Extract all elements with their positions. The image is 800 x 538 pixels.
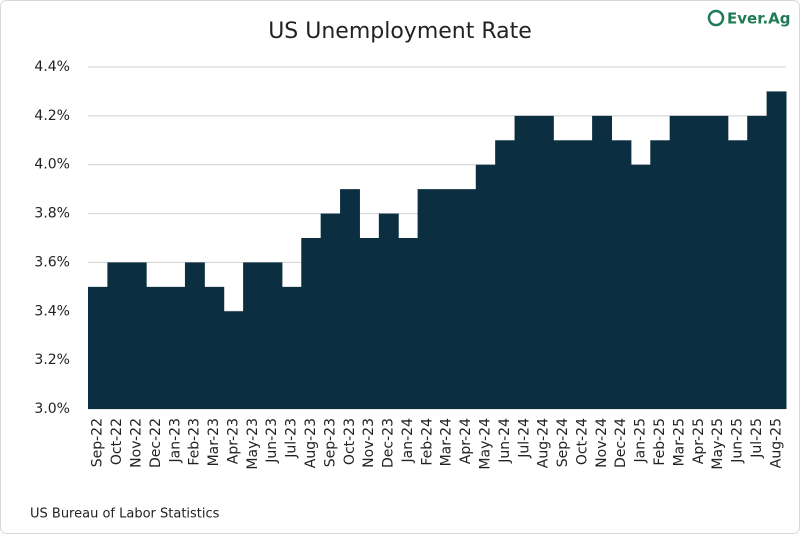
bar	[223, 311, 244, 409]
source: US Bureau of Labor Statistics	[30, 507, 220, 522]
bar	[495, 140, 516, 410]
logo: Ever.Ag	[707, 9, 791, 28]
bar	[475, 164, 496, 409]
bar	[747, 115, 768, 409]
x-tick-label: Apr-23	[225, 418, 241, 464]
bar	[456, 189, 477, 409]
y-tick-label: 4.0%	[34, 157, 70, 173]
x-tick-label: Jan-24	[400, 418, 416, 464]
x-tick-label: Oct-22	[109, 418, 125, 465]
x-tick-label: Feb-25	[652, 418, 668, 466]
chart-title: US Unemployment Rate	[268, 19, 532, 44]
bar	[437, 189, 457, 409]
bar	[320, 213, 341, 409]
bar	[184, 262, 205, 409]
x-tick-label: Jul-24	[516, 418, 532, 459]
bar	[243, 262, 263, 409]
bar	[592, 115, 612, 409]
x-tick-label: Feb-24	[419, 418, 435, 466]
x-tick-label: Feb-23	[187, 418, 203, 466]
x-tick-label: Oct-23	[342, 418, 358, 465]
x-tick-label: Mar-23	[206, 418, 222, 466]
x-tick-label: May-24	[477, 418, 493, 470]
bar	[727, 140, 748, 410]
x-tick-label: Sep-22	[90, 418, 106, 467]
bar	[88, 286, 108, 409]
bar	[359, 238, 380, 409]
x-tick-label: Dec-24	[613, 418, 629, 468]
bar	[514, 115, 535, 409]
x-tick-label: Apr-25	[691, 418, 707, 464]
bar	[146, 286, 167, 409]
bar	[708, 115, 729, 409]
x-tick-label: Mar-24	[439, 418, 455, 466]
x-tick-label: Dec-22	[148, 418, 164, 468]
y-tick-label: 3.6%	[34, 254, 70, 270]
bar	[204, 286, 225, 409]
bar	[650, 140, 671, 410]
bar	[417, 189, 438, 409]
x-tick-label: Aug-23	[303, 418, 319, 468]
x-tick-label: Dec-23	[381, 418, 397, 468]
y-tick-label: 3.0%	[34, 401, 70, 417]
bar	[378, 213, 399, 409]
x-tick-label: Nov-23	[361, 418, 377, 468]
x-tick-label: Jul-23	[284, 418, 300, 459]
x-tick-label: Oct-24	[574, 418, 590, 465]
logo-text: Ever.Ag	[727, 10, 791, 28]
x-tick-label: Sep-23	[322, 418, 338, 467]
bar	[281, 286, 302, 409]
y-tick-label: 4.2%	[34, 108, 70, 124]
bar	[689, 115, 709, 409]
bar	[630, 164, 651, 409]
bar	[766, 91, 787, 409]
bar	[301, 238, 322, 409]
x-tick-label: Nov-24	[594, 418, 610, 468]
bar	[533, 115, 554, 409]
x-tick-label: Aug-24	[536, 418, 552, 468]
x-tick-label: Jan-25	[633, 418, 649, 463]
x-tick-label: Aug-25	[768, 418, 784, 468]
bar	[107, 262, 128, 409]
x-tick-label: May-25	[710, 418, 726, 470]
x-tick-label: Apr-24	[458, 418, 474, 464]
bar	[611, 140, 632, 410]
x-tick-label: Mar-25	[671, 418, 687, 466]
x-tick-label: Jan-23	[167, 418, 183, 463]
y-tick-label: 4.4%	[34, 59, 70, 75]
x-tick-label: Nov-22	[128, 418, 144, 468]
x-tick-label: Jun-23	[264, 418, 280, 464]
x-tick-label: May-23	[245, 418, 261, 470]
bar	[262, 262, 283, 409]
bar	[340, 189, 360, 409]
y-tick-label: 3.4%	[34, 303, 70, 319]
x-tick-label: Jun-25	[730, 418, 746, 464]
x-tick-label: Jun-24	[497, 418, 513, 464]
bar	[553, 140, 574, 410]
logo-icon	[707, 9, 725, 27]
bar	[165, 286, 186, 409]
bar	[572, 140, 593, 410]
bar	[669, 115, 690, 409]
y-tick-label: 3.8%	[34, 206, 70, 222]
bar	[126, 262, 147, 409]
y-tick-label: 3.2%	[34, 352, 70, 368]
x-tick-label: Jul-25	[749, 418, 765, 459]
bar	[398, 238, 419, 409]
x-tick-label: Sep-24	[555, 418, 571, 467]
